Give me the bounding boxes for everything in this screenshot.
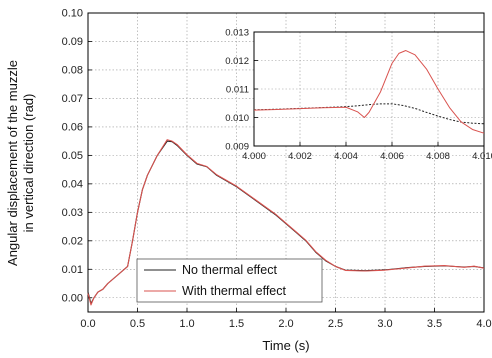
main-x-tick-label-5: 2.5 (328, 318, 343, 330)
main-x-tick-label-4: 2.0 (278, 318, 293, 330)
main-y-tick-label-5: 0.05 (62, 150, 83, 162)
main-x-tick-label-6: 3.0 (377, 318, 392, 330)
inset-y-tick-label-3: 0.012 (225, 56, 249, 67)
inset-x-tick-label-4: 4.008 (426, 151, 450, 162)
main-series-with-thermal-effect (87, 139, 485, 306)
main-y-tick-label-2: 0.02 (62, 235, 83, 247)
y-axis-title: Angular displacement of the muzzle in ve… (5, 60, 36, 266)
main-series-group (87, 139, 485, 306)
main-x-tick-label-0: 0.0 (80, 318, 95, 330)
main-y-tick-label-6: 0.06 (62, 121, 83, 133)
legend-label-with-thermal-effect: With thermal effect (182, 284, 287, 298)
legend: No thermal effect With thermal effect (136, 258, 323, 303)
main-y-tick-label-4: 0.04 (62, 178, 83, 190)
main-y-tick-label-8: 0.08 (62, 64, 83, 76)
inset-y-tick-label-4: 0.013 (225, 28, 249, 39)
main-y-tick-label-9: 0.09 (62, 36, 83, 48)
x-axis-title: Time (s) (262, 338, 309, 353)
main-y-tick-label-10: 0.10 (62, 8, 83, 20)
main-axis-ticks: 0.0 0.5 1.0 1.5 2.0 2.5 3.0 3.5 4.0 0.00 0.01 0.02 0… (62, 8, 492, 331)
main-x-tick-label-1: 0.5 (130, 318, 145, 330)
main-y-tick-label-1: 0.01 (62, 264, 83, 276)
main-y-tick-label-0: 0.00 (62, 292, 83, 304)
inset-x-tick-label-2: 4.004 (334, 151, 358, 162)
inset-x-tick-label-0: 4.000 (242, 151, 266, 162)
legend-box (136, 258, 323, 303)
inset-axis-ticks: 4.000 4.002 4.004 4.006 4.008 4.010 0.009 0.010… (225, 28, 492, 163)
main-x-tick-label-7: 3.5 (427, 318, 442, 330)
main-y-tick-label-3: 0.03 (62, 207, 83, 219)
y-axis-title-line-2: in vertical direction (rad) (21, 94, 36, 233)
inset-x-tick-label-1: 4.002 (288, 151, 312, 162)
inset-y-tick-label-1: 0.010 (225, 113, 249, 124)
inset-x-tick-label-5: 4.010 (472, 151, 492, 162)
main-x-tick-label-3: 1.5 (229, 318, 244, 330)
inset-series-with-thermal-effect (253, 50, 485, 134)
main-y-tick-label-7: 0.07 (62, 93, 83, 105)
main-x-tick-label-2: 1.0 (179, 318, 194, 330)
main-x-tick-label-8: 4.0 (476, 318, 491, 330)
inset-y-tick-label-2: 0.011 (226, 85, 249, 96)
inset-x-tick-label-3: 4.006 (380, 151, 404, 162)
inset-background (254, 32, 484, 146)
inset-y-tick-label-0: 0.009 (225, 142, 249, 153)
y-axis-title-line-1: Angular displacement of the muzzle (5, 60, 20, 266)
inset-series-group (253, 50, 485, 134)
legend-label-no-thermal-effect: No thermal effect (182, 263, 277, 277)
